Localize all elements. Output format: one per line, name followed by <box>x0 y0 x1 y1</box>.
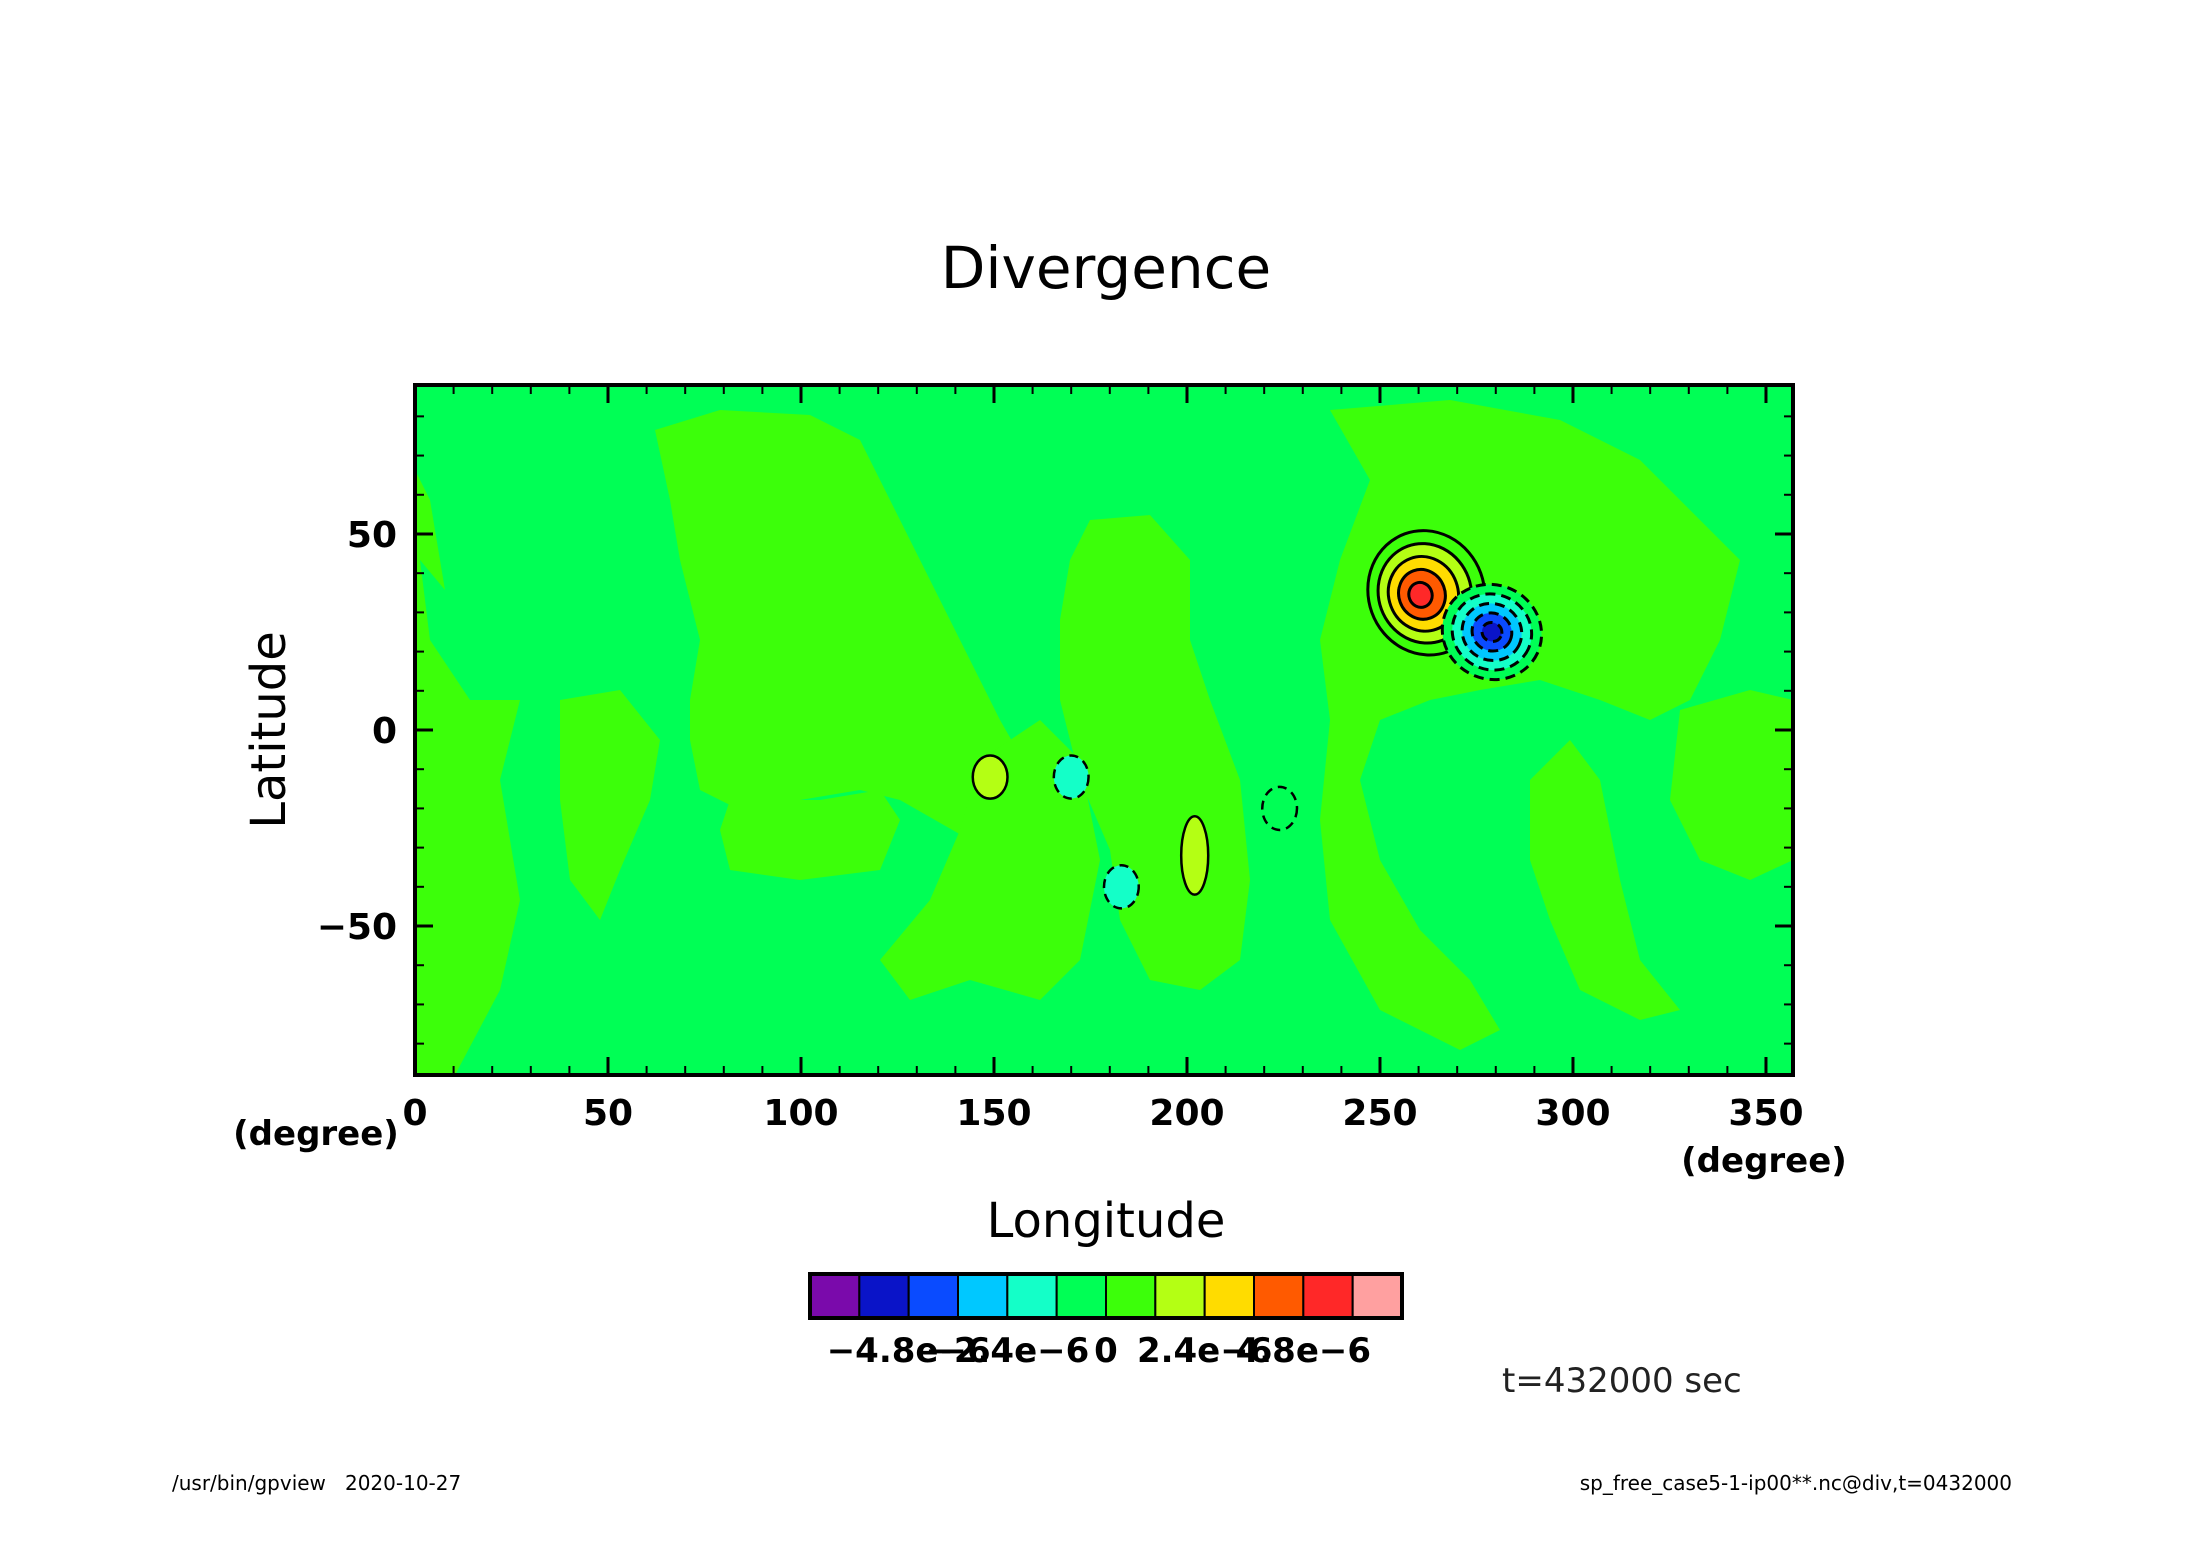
footer-left: /usr/bin/gpview 2020-10-27 <box>172 1471 461 1495</box>
x-tick-label: 50 <box>583 1093 633 1134</box>
colorbar-swatch <box>1203 1273 1255 1319</box>
y-tick-label: −50 <box>317 907 397 948</box>
colorbar-frame <box>808 1272 1404 1320</box>
field-region <box>720 790 900 880</box>
colorbar-swatch <box>1055 1273 1107 1319</box>
positive-contour <box>1179 815 1210 896</box>
colorbar-swatch <box>1105 1273 1157 1319</box>
colorbar-swatch <box>1154 1273 1206 1319</box>
x-tick-label: 150 <box>956 1093 1031 1134</box>
colorbar-swatch <box>1302 1273 1354 1319</box>
colorbar-tick-label: −2.4e−6 <box>925 1331 1089 1371</box>
colorbar-swatch <box>858 1273 910 1319</box>
colorbar-tick-label: 4.8e−6 <box>1236 1331 1371 1371</box>
field-region <box>1670 690 1793 880</box>
positive-contour <box>971 754 1009 800</box>
field-region <box>655 410 1060 860</box>
footer-right: sp_free_case5-1-ip00**.nc@div,t=0432000 <box>1580 1471 2012 1495</box>
y-tick-label: 0 <box>372 711 397 752</box>
field-region <box>880 720 1100 1000</box>
colorbar-tick-label: 2.4e−6 <box>1137 1331 1272 1371</box>
x-tick-label: 350 <box>1728 1093 1803 1134</box>
colorbar-tick-label: −4.8e−6 <box>827 1331 991 1371</box>
y-tick-label: 50 <box>347 515 397 556</box>
x-tick-labels: 0 50 100 150 200 250 300 350 <box>402 1093 1803 1134</box>
x-tick-label: 100 <box>763 1093 838 1134</box>
negative-contour <box>1261 785 1299 832</box>
field-region <box>415 385 520 1075</box>
x-tick-label: 300 <box>1535 1093 1610 1134</box>
field-region <box>560 690 660 920</box>
y-tick-labels: 50 0 −50 <box>317 515 397 948</box>
negative-contour <box>1480 620 1504 644</box>
minor-ticks <box>415 385 1793 1075</box>
negative-contour <box>1052 754 1090 800</box>
colorbar-swatch <box>957 1273 1009 1319</box>
x-axis-unit: (degree) <box>1681 1141 1847 1181</box>
x-tick-label: 200 <box>1149 1093 1224 1134</box>
plot-area: 0 50 100 150 200 250 300 350 50 0 −50 <box>317 383 1804 1134</box>
field-region <box>1530 740 1680 1020</box>
colorbar-tick-label: 0 <box>1094 1331 1118 1371</box>
positive-contour <box>1407 580 1434 609</box>
y-axis-title: Latitude <box>241 631 297 829</box>
colorbar-labels: −4.8e−6−2.4e−6 0 2.4e−64.8e−6 <box>827 1331 1371 1371</box>
y-axis-unit: (degree) <box>233 1114 399 1154</box>
chart-title: Divergence <box>941 234 1271 302</box>
colorbar-swatch <box>1253 1273 1305 1319</box>
x-axis-title: Longitude <box>987 1193 1226 1249</box>
colorbar-swatch <box>1351 1273 1403 1319</box>
time-label: t=432000 sec <box>1502 1361 1742 1401</box>
negative-contour <box>1102 864 1140 910</box>
divergence-field <box>415 385 1793 1075</box>
colorbar-swatch <box>809 1273 861 1319</box>
colorbar: −4.8e−6−2.4e−6 0 2.4e−64.8e−6 <box>808 1272 1404 1371</box>
colorbar-swatch <box>1006 1273 1058 1319</box>
colorbar-swatch <box>907 1273 960 1319</box>
x-tick-label: 250 <box>1342 1093 1417 1134</box>
major-ticks <box>413 385 1793 1075</box>
x-tick-label: 0 <box>402 1093 427 1134</box>
colorbar-swatches <box>809 1273 1403 1319</box>
contour-cells <box>971 529 1544 910</box>
